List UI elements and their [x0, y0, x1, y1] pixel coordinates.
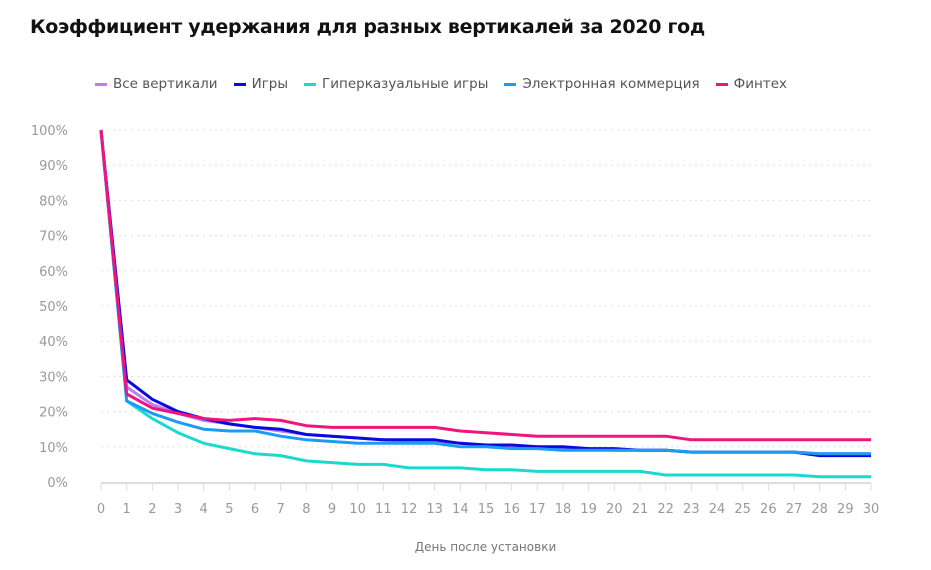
legend-label: Финтех: [733, 76, 788, 92]
legend-label: Гиперказуальные игры: [322, 76, 489, 92]
legend-item: Финтех: [715, 76, 788, 92]
legend-label: Игры: [251, 76, 289, 92]
y-tick-label: 70%: [39, 230, 68, 245]
legend-swatch: [95, 82, 107, 86]
legend-item: Все вертикали: [95, 76, 218, 92]
x-tick-label: 14: [452, 502, 469, 517]
x-tick-label: 0: [97, 502, 105, 517]
y-tick-label: 100%: [31, 124, 68, 139]
x-tick-label: 5: [225, 502, 233, 517]
y-tick-label: 60%: [39, 265, 68, 280]
legend-swatch: [504, 82, 517, 86]
legend: Все вертикали Игры Гиперказуальные игры …: [95, 76, 787, 92]
legend-swatch: [715, 82, 728, 86]
x-tick-label: 3: [174, 502, 182, 517]
x-tick-label: 2: [148, 502, 156, 517]
series-line: [99, 129, 871, 479]
x-tick-label: 30: [863, 502, 880, 517]
x-tick-label: 21: [632, 502, 649, 517]
x-tick-label: 4: [200, 502, 208, 517]
x-tick-label: 28: [811, 502, 828, 517]
x-tick-label: 16: [503, 502, 520, 517]
legend-item: Гиперказуальные игры: [304, 76, 488, 92]
series-line: [99, 129, 871, 456]
legend-item: Электронная коммерция: [504, 76, 700, 92]
x-tick-label: 26: [760, 502, 777, 517]
series-line: [99, 129, 871, 456]
x-tick-label: 7: [277, 502, 285, 517]
x-tick-label: 13: [426, 502, 443, 517]
y-tick-label: 90%: [39, 159, 68, 174]
y-tick-label: 20%: [39, 406, 68, 421]
y-tick-label: 40%: [39, 335, 68, 350]
x-tick-label: 24: [709, 502, 726, 517]
x-tick-label: 15: [478, 502, 495, 517]
legend-item: Игры: [233, 76, 289, 92]
x-tick-label: 22: [657, 502, 674, 517]
x-tick-label: 19: [580, 502, 597, 517]
x-tick-label: 9: [328, 502, 336, 517]
legend-swatch: [233, 82, 246, 86]
x-tick-label: 10: [349, 502, 366, 517]
x-tick-label: 8: [302, 502, 310, 517]
x-tick-label: 18: [555, 502, 572, 517]
x-tick-label: 27: [786, 502, 803, 517]
x-tick-label: 1: [123, 502, 131, 517]
x-tick-label: 25: [734, 502, 751, 517]
legend-label: Электронная коммерция: [522, 76, 700, 92]
chart-title: Коэффициент удержания для разных вертика…: [30, 16, 705, 38]
y-tick-label: 0%: [47, 476, 68, 491]
legend-label: Все вертикали: [113, 76, 218, 92]
x-tick-label: 17: [529, 502, 546, 517]
series-line: [99, 129, 871, 458]
x-tick-label: 23: [683, 502, 700, 517]
legend-swatch: [304, 82, 317, 86]
x-axis-label: День после установки: [414, 540, 557, 554]
x-tick-label: 11: [375, 502, 392, 517]
x-tick-label: 12: [401, 502, 418, 517]
y-tick-label: 10%: [39, 441, 68, 456]
y-tick-label: 30%: [39, 370, 68, 385]
x-tick-label: 6: [251, 502, 259, 517]
series-line: [99, 129, 871, 442]
x-tick-label: 20: [606, 502, 623, 517]
y-tick-label: 80%: [39, 194, 68, 209]
x-tick-label: 29: [837, 502, 854, 517]
y-tick-label: 50%: [39, 300, 68, 315]
